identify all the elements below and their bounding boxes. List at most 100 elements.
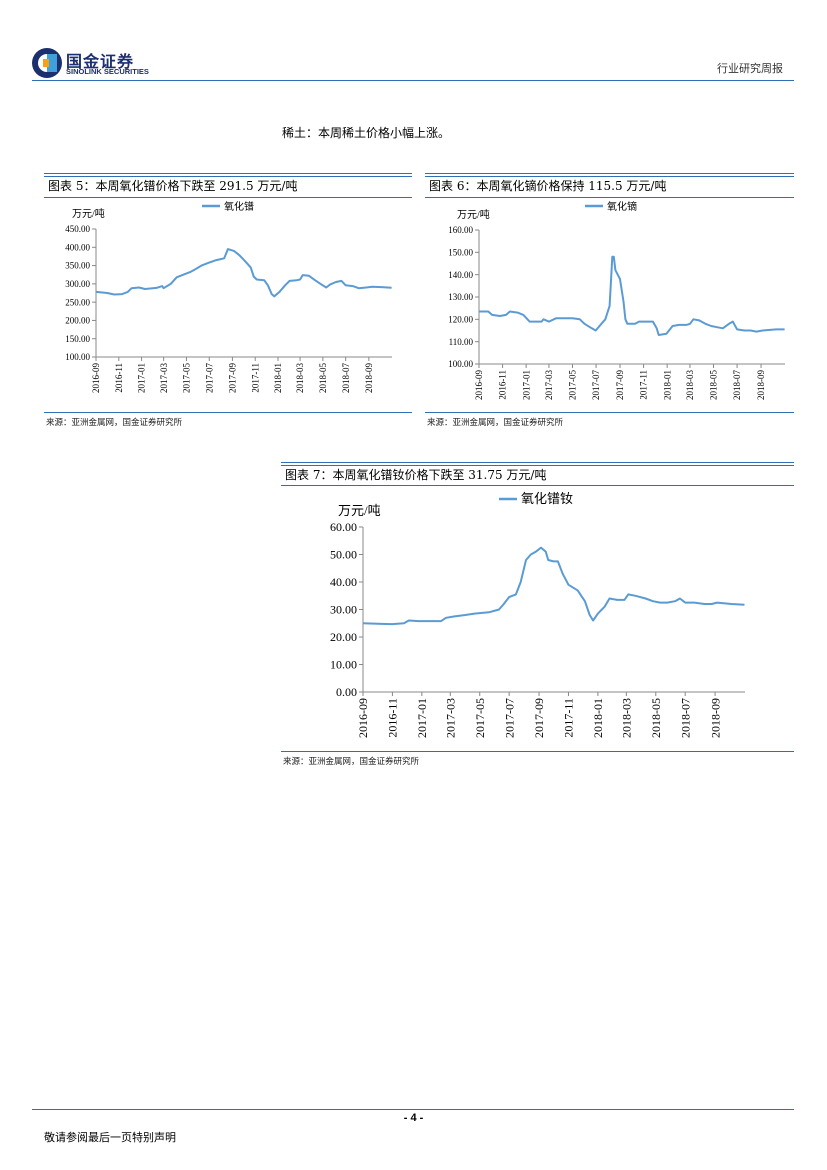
fig5-y-tick-label: 350.00: [65, 261, 90, 271]
fig7-y-tick-label: 30.00: [330, 603, 357, 617]
fig6-x-tick-label: 2017-03: [544, 370, 554, 400]
fig7-y-tick-label: 50.00: [330, 548, 357, 562]
fig5-title: 图表 5：本周氧化镨价格下跌至 291.5 万元/吨: [48, 179, 298, 193]
company-logo: [30, 46, 160, 80]
logo-en-text: SINOLINK SECURITIES: [66, 67, 149, 76]
fig6-y-axis-label: 万元/吨: [457, 208, 490, 221]
fig5-x-tick-label: 2017-09: [228, 363, 238, 393]
fig7-x-tick-label: 2017-03: [444, 698, 458, 738]
fig7-x-tick-label: 2017-09: [532, 698, 546, 738]
fig7-title: 图表 7：本周氧化镨钕价格下跌至 31.75 万元/吨: [285, 468, 547, 482]
fig5-x-tick-label: 2018-05: [318, 363, 328, 393]
fig6-svg: 100.00 110.00 120.00 130.00 140.00 150.00 160.…: [448, 200, 785, 400]
fig7-y-tick-label: 0.00: [336, 685, 357, 699]
fig7-chart: 0.00 10.00 20.00 30.00 40.00 50.00 60.00 2016-0…: [281, 487, 794, 751]
fig5-x-tick-label: 2017-11: [250, 363, 260, 393]
fig7-svg: 0.00 10.00 20.00 30.00 40.00 50.00 60.00 2016-0…: [330, 491, 745, 738]
fig6-y-tick-label: 110.00: [449, 337, 474, 347]
fig5-svg: 100.00 150.00 200.00 250.00 300.00 350.00 400.…: [65, 200, 392, 393]
fig5-x-tick-label: 2018-01: [273, 363, 283, 393]
fig6-y-tick-label: 100.00: [448, 359, 473, 369]
fig6-x-tick-label: 2017-09: [615, 370, 625, 400]
fig6-y-tick-label: 120.00: [448, 314, 473, 324]
fig6-x-tick-label: 2016-11: [498, 370, 508, 400]
fig7-y-axis-label: 万元/吨: [338, 503, 381, 518]
fig5-y-tick-label: 150.00: [65, 334, 90, 344]
fig7-legend-label: 氧化镨钕: [521, 491, 573, 506]
fig5-x-tick-label: 2018-07: [341, 363, 351, 393]
fig5-y-tick-label: 200.00: [65, 316, 90, 326]
fig6-x-tick-label: 2018-09: [756, 370, 766, 400]
fig5-y-tick-label: 450.00: [65, 224, 90, 234]
fig6-x-tick-label: 2016-09: [474, 370, 484, 400]
fig6-x-tick-label: 2017-05: [568, 370, 578, 400]
fig6-x-tick-label: 2018-03: [685, 370, 695, 400]
fig5-chart: 100.00 150.00 200.00 250.00 300.00 350.00 400.…: [44, 199, 412, 412]
fig7-x-tick-label: 2016-11: [386, 698, 400, 738]
fig6-legend-label: 氧化镝: [607, 200, 637, 213]
fig6-x-tick-label: 2017-01: [521, 370, 531, 400]
fig6-title-rule: [425, 197, 794, 198]
fig7-x-tick-label: 2018-01: [591, 698, 605, 738]
fig5-x-tick-label: 2017-05: [182, 363, 192, 393]
fig7-x-tick-label: 2018-07: [678, 698, 692, 738]
fig5-y-tick-label: 250.00: [65, 297, 90, 307]
fig7-x-tick-label: 2017-05: [473, 698, 487, 738]
fig6-chart: 100.00 110.00 120.00 130.00 140.00 150.00 160.…: [425, 199, 794, 412]
fig5-source: 来源：亚洲金属网，国金证券研究所: [46, 418, 183, 428]
fig6-x-tick-label: 2018-01: [662, 370, 672, 400]
fig5-y-tick-label: 300.00: [65, 279, 90, 289]
fig6-title: 图表 6：本周氧化镝价格保持 115.5 万元/吨: [429, 179, 667, 193]
fig5-x-tick-label: 2016-09: [91, 363, 101, 393]
fig7-source: 来源：亚洲金属网，国金证券研究所: [283, 757, 420, 767]
fig6-y-tick-label: 140.00: [448, 270, 473, 280]
fig5-y-tick-label: 400.00: [65, 242, 90, 252]
fig7-y-tick-label: 60.00: [330, 520, 357, 534]
fig7-x-tick-label: 2017-01: [415, 698, 429, 738]
fig6-y-tick-label: 160.00: [448, 225, 473, 235]
fig5-title-rule: [44, 197, 412, 198]
header-divider: [32, 80, 794, 81]
fig7-bottom-rule: [281, 751, 794, 752]
disclaimer-text: 敬请参阅最后一页特别声明: [44, 1131, 176, 1144]
fig7-x-tick-label: 2018-03: [620, 698, 634, 738]
page-number: - 4 -: [403, 1112, 424, 1124]
fig5-x-tick-label: 2017-01: [137, 363, 147, 393]
fig7-title-rule: [281, 485, 794, 486]
footer-divider: [32, 1109, 794, 1110]
fig6-source: 来源：亚洲金属网，国金证券研究所: [427, 418, 564, 428]
fig5-y-tick-label: 100.00: [65, 352, 90, 362]
fig5-x-tick-label: 2017-07: [204, 363, 214, 393]
fig7-y-tick-label: 40.00: [330, 575, 357, 589]
fig7-y-tick-label: 10.00: [330, 658, 357, 672]
fig6-x-tick-label: 2017-07: [591, 370, 601, 400]
fig5-legend-label: 氧化镨: [224, 200, 254, 213]
fig6-series-line: [479, 255, 785, 336]
fig6-bottom-rule: [425, 412, 794, 413]
fig5-y-axis-label: 万元/吨: [72, 207, 105, 220]
fig7-top-rule: [281, 462, 794, 466]
fig5-x-tick-label: 2018-03: [295, 363, 305, 393]
fig5-x-tick-label: 2018-09: [364, 363, 374, 393]
fig7-x-tick-label: 2018-09: [708, 698, 722, 738]
fig6-top-rule: [425, 173, 794, 177]
intro-text: 稀土：本周稀土价格小幅上涨。: [282, 126, 451, 140]
fig5-top-rule: [44, 173, 412, 177]
fig5-x-tick-label: 2016-11: [114, 363, 124, 393]
logo-mark-icon: [32, 48, 62, 78]
fig7-x-tick-label: 2016-09: [356, 698, 370, 738]
fig7-x-tick-label: 2018-05: [649, 698, 663, 738]
fig6-x-tick-label: 2018-05: [709, 370, 719, 400]
fig7-x-tick-label: 2017-11: [562, 698, 576, 738]
fig7-y-tick-label: 20.00: [330, 630, 357, 644]
fig5-bottom-rule: [44, 412, 412, 413]
fig6-y-tick-label: 130.00: [448, 292, 473, 302]
fig6-x-tick-label: 2017-11: [639, 370, 649, 400]
fig7-series-line: [362, 546, 745, 626]
fig6-x-tick-label: 2018-07: [732, 370, 742, 400]
fig7-x-tick-label: 2017-07: [502, 698, 516, 738]
logo-cn-text: 国金证券: [66, 52, 135, 71]
fig5-x-tick-label: 2017-03: [159, 363, 169, 393]
fig5-series-line: [95, 248, 392, 298]
report-type: 行业研究周报: [717, 62, 783, 75]
